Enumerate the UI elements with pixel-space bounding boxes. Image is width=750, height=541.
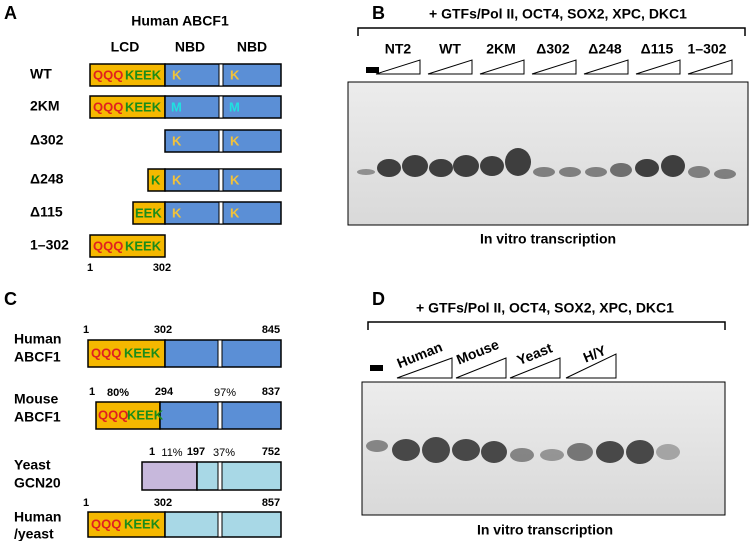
gel-bands <box>357 148 736 179</box>
panel-label: C <box>4 289 17 309</box>
species-name: Human <box>14 509 61 525</box>
position-label: 302 <box>153 262 171 274</box>
domain-text: KEEK <box>125 67 162 82</box>
row-names: WT 2KM Δ302 Δ248 Δ115 1–302 <box>30 66 69 253</box>
lane-labels: NT2 WT 2KM Δ302 Δ248 Δ115 1–302 <box>385 41 727 57</box>
domain-text: KEEK <box>125 99 162 114</box>
condition-header: + GTFs/Pol II, OCT4, SOX2, XPC, DKC1 <box>416 300 674 316</box>
domain-text: QQQ <box>91 345 121 360</box>
position-label: 857 <box>262 497 280 509</box>
species-name: /yeast <box>14 526 54 541</box>
domain-text: K <box>172 205 182 220</box>
lane-label: Δ115 <box>641 41 674 57</box>
lane-label: WT <box>439 41 461 57</box>
identity-label: 80% <box>107 387 129 399</box>
domain-header: LCD <box>111 39 140 55</box>
domain-header: NBD <box>175 39 205 55</box>
domain-text: K <box>151 172 161 187</box>
domain-text: QQQ <box>91 516 121 531</box>
panel-label: B <box>372 3 385 23</box>
gel-caption: In vitro transcription <box>480 231 616 247</box>
construct-name: 1–302 <box>30 237 69 253</box>
gel-caption: In vitro transcription <box>477 522 613 538</box>
lane-label: NT2 <box>385 41 412 57</box>
panel-a: A Human ABCF1 LCD NBD NBD WT 2KM Δ302 Δ2… <box>4 3 282 274</box>
domain-text: QQQ <box>93 67 123 82</box>
position-label: 1 <box>83 324 89 336</box>
domain-text: K <box>172 172 182 187</box>
panel-d: D + GTFs/Pol II, OCT4, SOX2, XPC, DKC1 H… <box>361 289 726 538</box>
domain-text: QQQ <box>93 99 123 114</box>
species-name: GCN20 <box>14 475 61 491</box>
position-label: 302 <box>154 497 172 509</box>
position-label: 302 <box>154 324 172 336</box>
position-label: 1 <box>83 497 89 509</box>
condition-header: + GTFs/Pol II, OCT4, SOX2, XPC, DKC1 <box>429 6 687 22</box>
panel-label: A <box>4 3 17 23</box>
position-label: 197 <box>187 446 205 458</box>
lane-label: Δ248 <box>588 41 622 57</box>
construct-name: Δ248 <box>30 171 64 187</box>
position-label: 1 <box>149 446 155 458</box>
construct-name: 2KM <box>30 98 60 114</box>
species-name: Mouse <box>14 391 59 407</box>
lane-label: Δ302 <box>536 41 570 57</box>
domain-text: K <box>230 67 240 82</box>
lane-label: 2KM <box>486 41 516 57</box>
domain-text: M <box>229 99 240 114</box>
construct-name: WT <box>30 66 52 82</box>
identity-label: 97% <box>214 387 236 399</box>
position-label: 294 <box>155 386 174 398</box>
lane-label: 1–302 <box>688 41 727 57</box>
gel-image <box>347 81 749 226</box>
panel-title: Human ABCF1 <box>131 13 229 29</box>
position-label: 845 <box>262 324 280 336</box>
position-label: 752 <box>262 446 280 458</box>
domain-text: KEEK <box>127 407 164 422</box>
domain-text: QQQ <box>93 238 123 253</box>
species-name: ABCF1 <box>14 349 61 365</box>
domain-text: K <box>172 67 182 82</box>
species-name: Human <box>14 331 61 347</box>
species-name: ABCF1 <box>14 409 61 425</box>
identity-label: 11% <box>161 447 182 459</box>
construct-name: Δ115 <box>30 204 63 220</box>
construct-name: Δ302 <box>30 132 64 148</box>
species-name: Yeast <box>14 457 51 473</box>
domain-text: QQQ <box>98 407 128 422</box>
domain-text: KEEK <box>124 516 161 531</box>
domain-text: K <box>230 205 240 220</box>
domain-text: KEEK <box>124 345 161 360</box>
identity-label: 37% <box>213 447 235 459</box>
domain-text: KEEK <box>125 238 162 253</box>
panel-c: C Human ABCF1 Mouse ABCF1 Yeast GCN20 Hu… <box>4 289 282 541</box>
domain-text: K <box>172 133 182 148</box>
domain-text: EEK <box>135 205 162 220</box>
panel-b: B + GTFs/Pol II, OCT4, SOX2, XPC, DKC1 N… <box>347 3 749 247</box>
gel-bands <box>366 437 680 464</box>
domain-header: NBD <box>237 39 267 55</box>
position-label: 837 <box>262 386 280 398</box>
panel-label: D <box>372 289 385 309</box>
position-label: 1 <box>89 386 95 398</box>
domain-text: K <box>230 133 240 148</box>
position-label: 1 <box>87 262 93 274</box>
domain-text: K <box>230 172 240 187</box>
domain-text: M <box>171 99 182 114</box>
